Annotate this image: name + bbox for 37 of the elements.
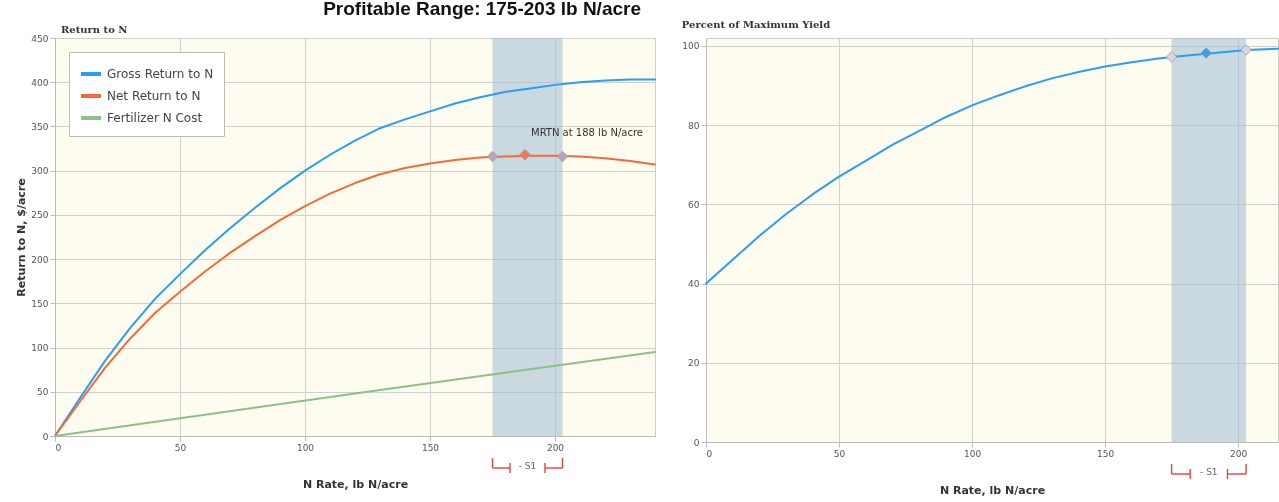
x-tick-label: 50 — [174, 442, 187, 453]
x-axis-title: N Rate, lb N/acre — [302, 477, 409, 491]
x-tick-label: 150 — [1096, 448, 1115, 459]
chart-title: Percent of Maximum Yield — [681, 19, 831, 30]
y-tick-label: 40 — [688, 279, 700, 290]
x-tick-label: 100 — [963, 448, 982, 459]
y-tick-label: 450 — [31, 33, 49, 44]
legend-label: Net Return to N — [107, 89, 201, 103]
x-tick-label: 50 — [833, 448, 846, 459]
y-tick-label: 50 — [37, 387, 49, 398]
annotation: MRTN at 188 lb N/acre — [531, 126, 643, 138]
x-tick-label: 0 — [55, 442, 62, 453]
y-tick-label: 80 — [688, 120, 700, 131]
y-tick-label: 60 — [688, 199, 700, 210]
y-tick-label: 300 — [31, 166, 49, 177]
y-tick-label: 0 — [42, 431, 49, 442]
x-tick-label: 150 — [421, 442, 440, 453]
y-tick-label: 100 — [31, 343, 49, 354]
text: - S1 — [518, 461, 537, 471]
y-tick-label: 100 — [682, 41, 700, 52]
text: - S1 — [1200, 467, 1218, 477]
y-tick-label: 150 — [31, 298, 49, 309]
x-axis-title: N Rate, lb N/acre — [939, 483, 1046, 497]
y-tick-label: 20 — [688, 358, 700, 369]
legend-label: Fertilizer N Cost — [107, 111, 203, 125]
y-tick-label: 250 — [31, 210, 49, 221]
legend-label: Gross Return to N — [107, 67, 214, 81]
y-tick-label: 400 — [31, 77, 49, 88]
chart-subtitle: Return to N — [61, 24, 128, 35]
x-tick-label: 200 — [1230, 448, 1248, 459]
x-tick-label: 100 — [296, 442, 315, 453]
x-tick-label: 200 — [546, 442, 565, 453]
chart-title: Profitable Range: 175-203 lb N/acre — [323, 0, 641, 19]
y-tick-label: 200 — [31, 254, 49, 265]
y-axis-title: Return to N, $/acre — [15, 178, 29, 297]
x-tick-label: 0 — [706, 448, 713, 459]
y-tick-label: 350 — [31, 121, 49, 132]
